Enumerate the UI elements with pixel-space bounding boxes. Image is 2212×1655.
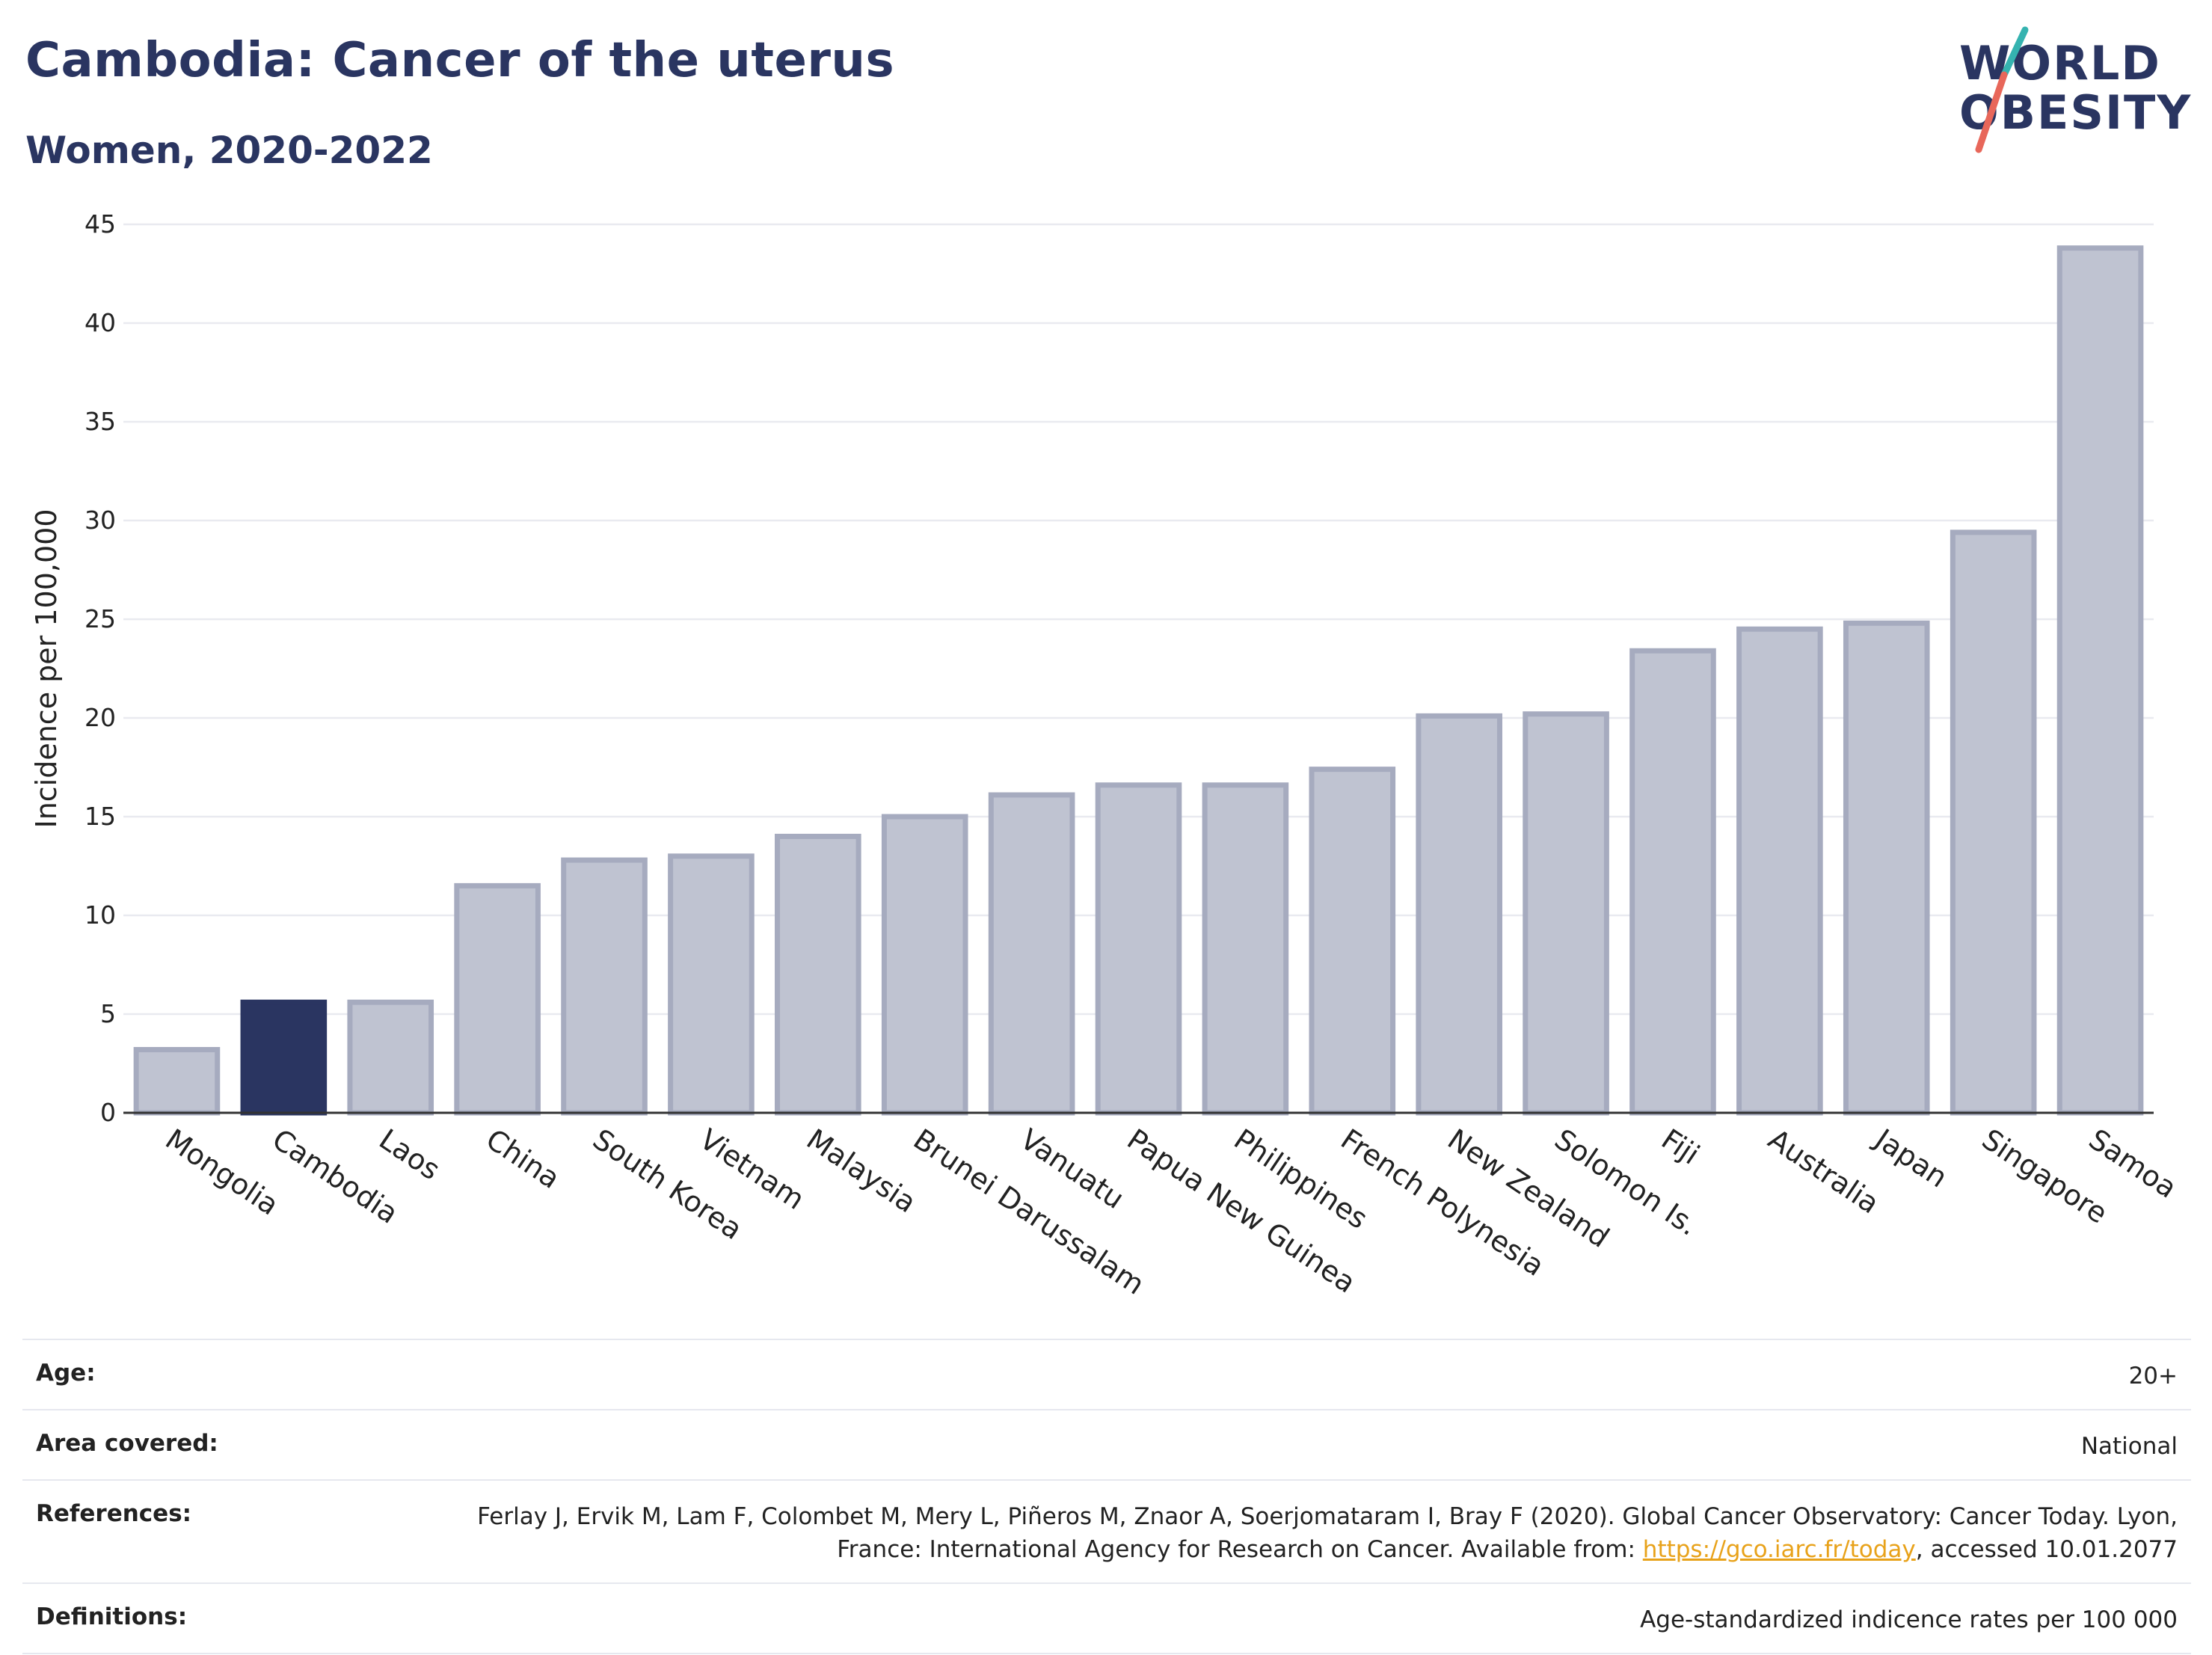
- bar: [561, 857, 648, 1116]
- bar: [1523, 711, 1609, 1116]
- y-tick-label: 45: [85, 209, 116, 239]
- bar: [775, 833, 861, 1116]
- reference-link[interactable]: https://gco.iarc.fr/today: [1642, 1536, 1916, 1563]
- bars: [133, 245, 2144, 1116]
- y-tick-label: 25: [85, 604, 116, 633]
- reference-text-end: , accessed 10.01.2077: [1915, 1536, 2178, 1563]
- bar: [881, 814, 968, 1116]
- meta-row-age: Age: 20+: [22, 1339, 2191, 1409]
- y-tick-label: 40: [85, 308, 116, 337]
- metadata-table: Age: 20+ Area covered: National Referenc…: [22, 1339, 2191, 1654]
- y-axis-ticks: 0 5 10 15 20 25 30 35 40 45: [85, 209, 116, 1127]
- chart-subtitle: Women, 2020-2022: [25, 129, 433, 172]
- bar: [988, 792, 1075, 1116]
- world-obesity-logo: WORLD OBESITY: [1952, 21, 2199, 156]
- y-tick-label: 35: [85, 407, 116, 436]
- meta-value: National: [2080, 1433, 2178, 1460]
- y-tick-label: 15: [85, 802, 116, 831]
- logo-slash-icon: [1975, 26, 2029, 153]
- y-tick-label: 20: [85, 703, 116, 732]
- bar: [1950, 529, 2037, 1116]
- meta-label: References:: [36, 1500, 192, 1527]
- meta-value: Age-standardized indicence rates per 100…: [1640, 1606, 2178, 1633]
- bar: [1095, 782, 1182, 1116]
- y-tick-label: 30: [85, 506, 116, 535]
- x-tick-label: French Polynesia: [1335, 1123, 1550, 1283]
- reference-text: Ferlay J, Ervik M, Lam F, Colombet M, Me…: [477, 1503, 2178, 1563]
- y-axis-title: Incidence per 100,000: [30, 509, 63, 828]
- bar: [668, 853, 755, 1116]
- meta-value: 20+: [2128, 1363, 2178, 1390]
- x-tick-label: Fiji: [1656, 1123, 1706, 1171]
- bar: [1629, 648, 1716, 1116]
- logo-line-1: WORLD: [1959, 36, 2161, 90]
- x-tick-label: Japan: [1868, 1122, 1953, 1194]
- meta-label: Definitions:: [36, 1603, 188, 1630]
- x-tick-label: Australia: [1763, 1123, 1885, 1220]
- bar: [347, 999, 434, 1116]
- meta-row-references: References: Ferlay J, Ervik M, Lam F, Co…: [22, 1479, 2191, 1582]
- x-tick-label: Laos: [373, 1123, 446, 1186]
- bar-highlight: [240, 999, 328, 1116]
- y-tick-label: 5: [100, 999, 116, 1028]
- y-tick-label: 0: [100, 1098, 116, 1127]
- meta-row-area: Area covered: National: [22, 1409, 2191, 1479]
- meta-value-references: Ferlay J, Ervik M, Lam F, Colombet M, Me…: [473, 1500, 2178, 1566]
- y-tick-label: 10: [85, 900, 116, 930]
- meta-label: Area covered:: [36, 1430, 218, 1457]
- meta-row-definitions: Definitions: Age-standardized indicence …: [22, 1582, 2191, 1654]
- bar: [1736, 626, 1823, 1116]
- bar: [1309, 767, 1396, 1116]
- chart-title: Cambodia: Cancer of the uterus: [25, 33, 895, 88]
- x-tick-label: Mongolia: [159, 1123, 284, 1222]
- meta-label: Age:: [36, 1360, 96, 1387]
- bar: [1416, 713, 1502, 1116]
- x-tick-label: China: [480, 1123, 566, 1195]
- bar: [1202, 782, 1289, 1116]
- bar: [133, 1047, 221, 1116]
- bar: [454, 882, 541, 1116]
- bar: [2056, 245, 2144, 1116]
- bar: [1843, 620, 1930, 1116]
- x-tick-label: Malaysia: [801, 1123, 922, 1219]
